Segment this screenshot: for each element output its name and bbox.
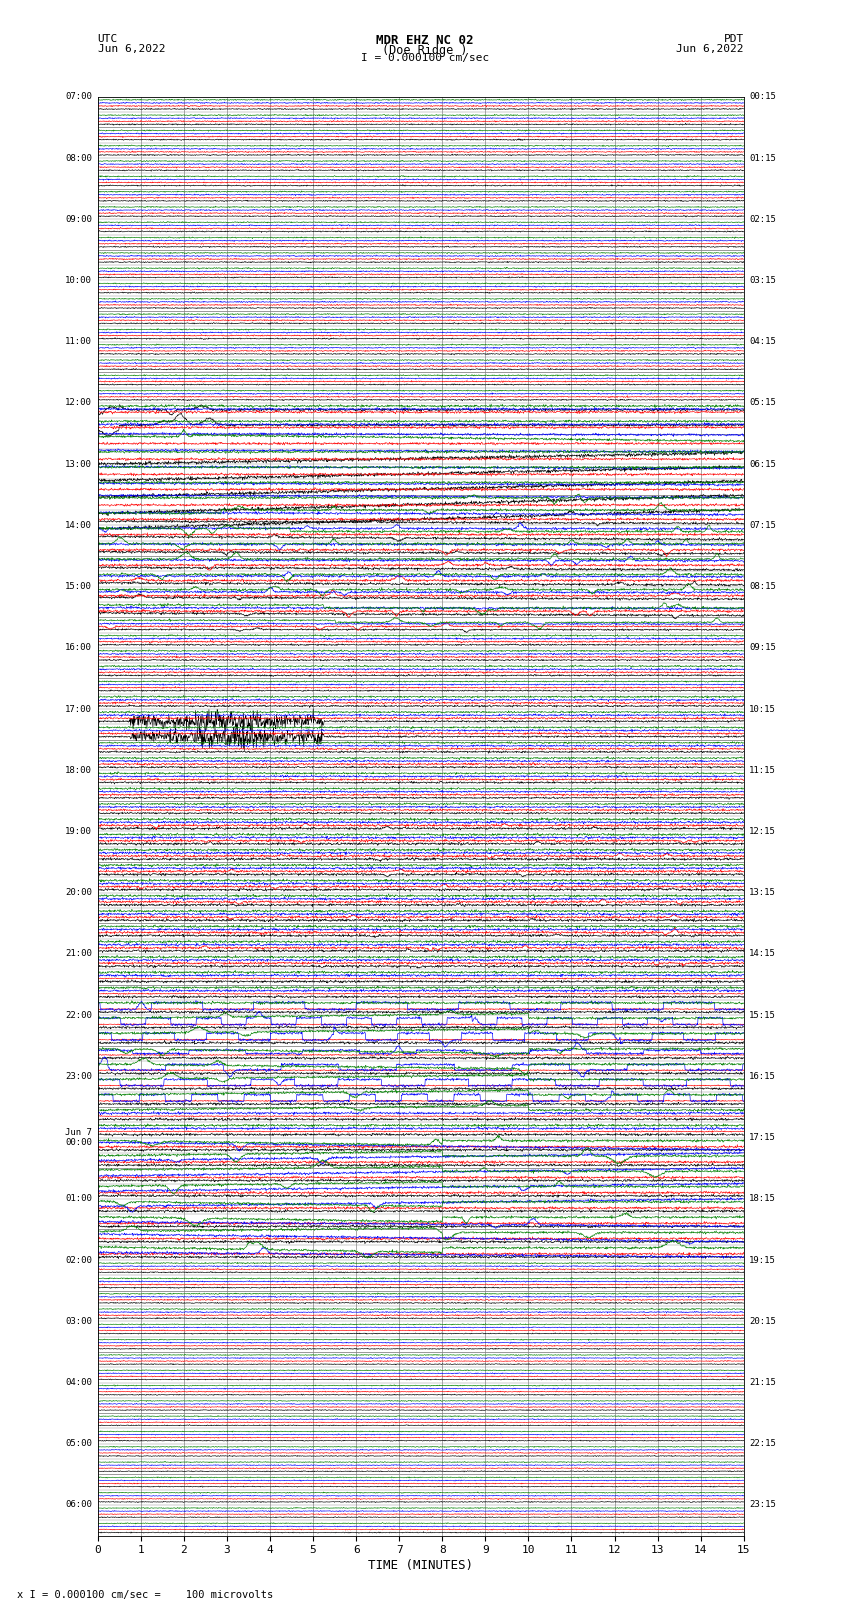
Text: 08:15: 08:15 (750, 582, 776, 590)
Text: PDT: PDT (723, 34, 744, 44)
Text: MDR EHZ NC 02: MDR EHZ NC 02 (377, 34, 473, 47)
Text: 07:00: 07:00 (65, 92, 92, 102)
Text: 04:15: 04:15 (750, 337, 776, 347)
Text: 11:15: 11:15 (750, 766, 776, 774)
Text: 00:15: 00:15 (750, 92, 776, 102)
Text: UTC: UTC (98, 34, 118, 44)
Text: 18:00: 18:00 (65, 766, 92, 774)
Text: 12:15: 12:15 (750, 827, 776, 836)
Text: 19:00: 19:00 (65, 827, 92, 836)
Text: 19:15: 19:15 (750, 1255, 776, 1265)
Text: 02:00: 02:00 (65, 1255, 92, 1265)
Text: 11:00: 11:00 (65, 337, 92, 347)
Text: 06:00: 06:00 (65, 1500, 92, 1510)
Text: 09:00: 09:00 (65, 215, 92, 224)
Text: (Doe Ridge ): (Doe Ridge ) (382, 44, 468, 56)
Text: 13:00: 13:00 (65, 460, 92, 469)
X-axis label: TIME (MINUTES): TIME (MINUTES) (368, 1560, 473, 1573)
Text: 03:00: 03:00 (65, 1316, 92, 1326)
Text: Jun 7
00:00: Jun 7 00:00 (65, 1127, 92, 1147)
Text: 16:00: 16:00 (65, 644, 92, 652)
Text: 09:15: 09:15 (750, 644, 776, 652)
Text: 06:15: 06:15 (750, 460, 776, 469)
Text: 12:00: 12:00 (65, 398, 92, 408)
Text: Jun 6,2022: Jun 6,2022 (677, 44, 744, 53)
Text: 01:15: 01:15 (750, 153, 776, 163)
Text: 23:15: 23:15 (750, 1500, 776, 1510)
Text: 02:15: 02:15 (750, 215, 776, 224)
Text: 05:00: 05:00 (65, 1439, 92, 1448)
Text: 08:00: 08:00 (65, 153, 92, 163)
Text: 01:00: 01:00 (65, 1194, 92, 1203)
Text: 22:15: 22:15 (750, 1439, 776, 1448)
Text: 14:00: 14:00 (65, 521, 92, 529)
Text: 21:00: 21:00 (65, 950, 92, 958)
Text: 16:15: 16:15 (750, 1073, 776, 1081)
Text: 18:15: 18:15 (750, 1194, 776, 1203)
Text: 23:00: 23:00 (65, 1073, 92, 1081)
Text: 10:15: 10:15 (750, 705, 776, 713)
Text: 04:00: 04:00 (65, 1378, 92, 1387)
Text: 05:15: 05:15 (750, 398, 776, 408)
Text: 14:15: 14:15 (750, 950, 776, 958)
Text: 20:00: 20:00 (65, 889, 92, 897)
Text: 22:00: 22:00 (65, 1011, 92, 1019)
Text: 03:15: 03:15 (750, 276, 776, 286)
Text: Jun 6,2022: Jun 6,2022 (98, 44, 165, 53)
Text: 17:00: 17:00 (65, 705, 92, 713)
Text: 17:15: 17:15 (750, 1132, 776, 1142)
Text: 15:15: 15:15 (750, 1011, 776, 1019)
Text: 13:15: 13:15 (750, 889, 776, 897)
Text: I = 0.000100 cm/sec: I = 0.000100 cm/sec (361, 53, 489, 63)
Text: 15:00: 15:00 (65, 582, 92, 590)
Text: 21:15: 21:15 (750, 1378, 776, 1387)
Text: 07:15: 07:15 (750, 521, 776, 529)
Text: 20:15: 20:15 (750, 1316, 776, 1326)
Text: 10:00: 10:00 (65, 276, 92, 286)
Text: x I = 0.000100 cm/sec =    100 microvolts: x I = 0.000100 cm/sec = 100 microvolts (17, 1590, 273, 1600)
